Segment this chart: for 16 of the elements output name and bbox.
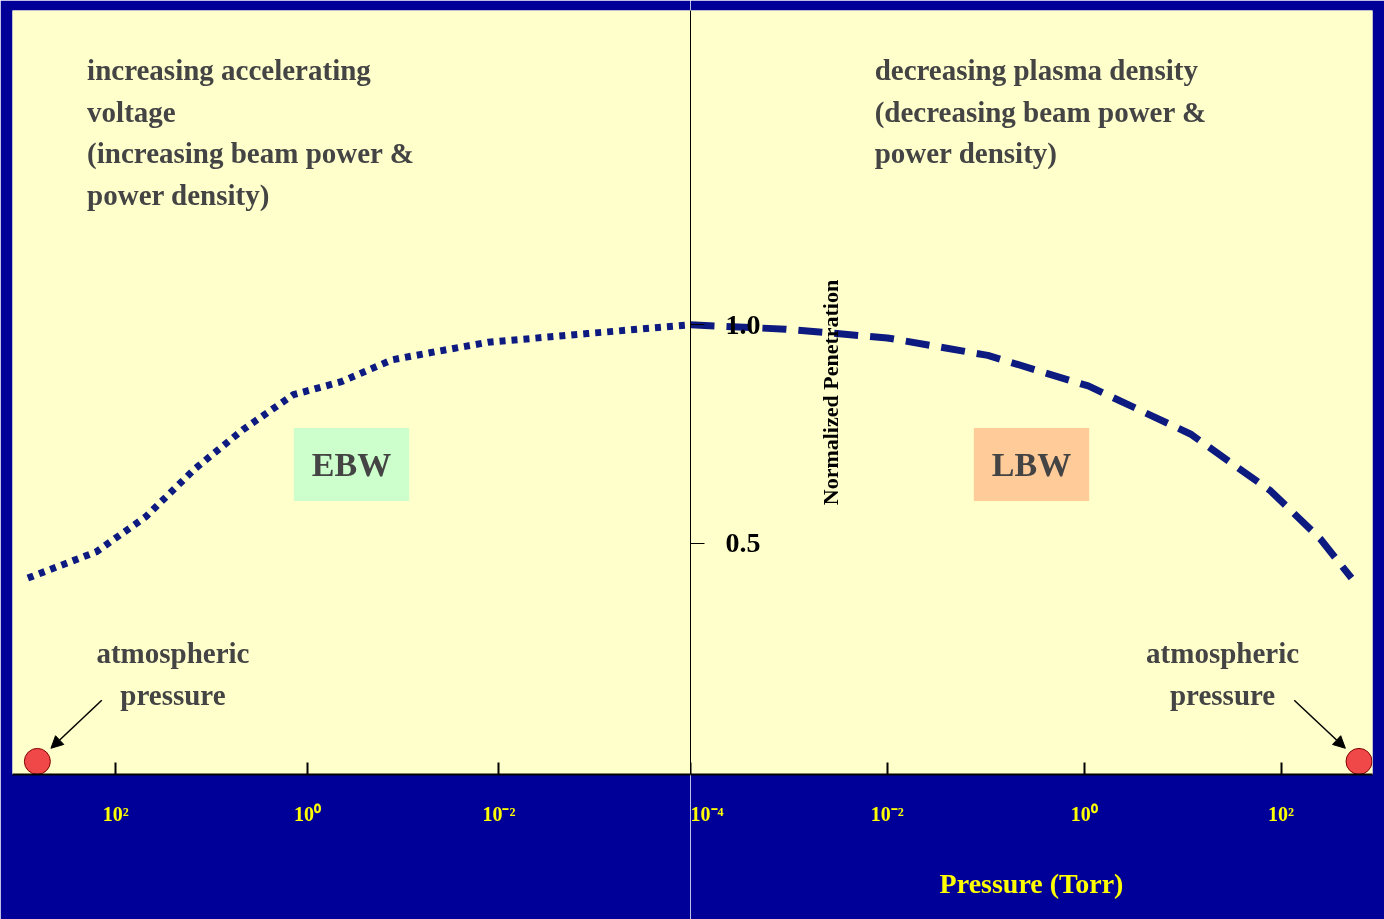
x-tick-label: 10⁻² bbox=[482, 802, 516, 825]
x-tick-label: 10² bbox=[1268, 802, 1295, 825]
annotation: decreasing plasma density (decreasing beam power & power density) bbox=[874, 54, 1207, 171]
series-label: EBW bbox=[311, 446, 392, 484]
series-label: LBW bbox=[991, 446, 1072, 484]
annotation: increasing accelerating voltage (increasing beam power & power density) bbox=[87, 54, 414, 212]
annotation: atmospheric pressure bbox=[96, 637, 250, 711]
x-tick-label: 10⁰ bbox=[1070, 802, 1098, 825]
y-axis-title: Normalized Penetration bbox=[817, 279, 843, 506]
x-tick-label: 10⁰ bbox=[293, 802, 321, 825]
x-tick-label: 10⁻² bbox=[870, 802, 904, 825]
x-tick-label: 10⁻⁴ bbox=[690, 802, 724, 825]
x-axis-title: Pressure (Torr) bbox=[939, 867, 1124, 899]
x-tick-label: 10² bbox=[102, 802, 129, 825]
y-tick-label: 0.5 bbox=[725, 527, 761, 559]
annotation: atmospheric pressure bbox=[1146, 637, 1300, 711]
